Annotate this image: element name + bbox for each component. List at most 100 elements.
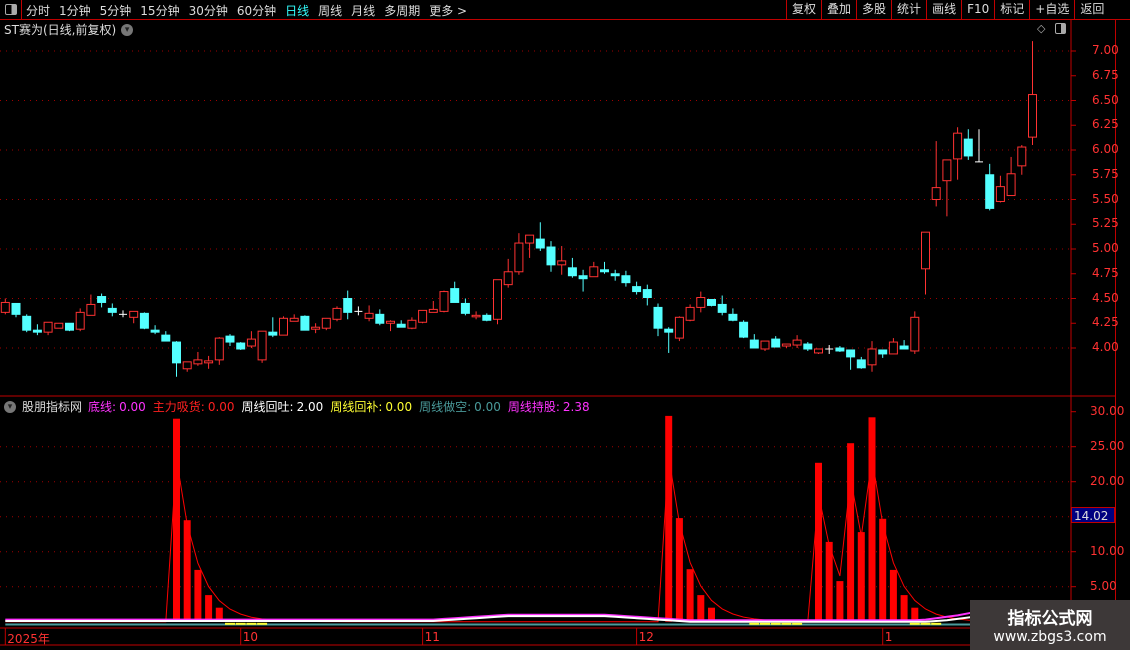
- indicator-label: 周线回补:: [330, 400, 383, 414]
- candle-body: [995, 186, 1005, 202]
- candle-body: [685, 306, 695, 321]
- candle-body: [760, 340, 770, 350]
- candle-body: [899, 345, 909, 350]
- candle-body: [535, 238, 545, 249]
- candle-body: [717, 303, 727, 313]
- chevron-down-icon[interactable]: ▾: [121, 23, 134, 36]
- candle-body: [1017, 146, 1027, 167]
- candle-body: [482, 314, 492, 321]
- indicator-name[interactable]: 股朋指标网: [22, 400, 83, 414]
- candle-body: [204, 360, 214, 364]
- tab-period[interactable]: 30分钟: [188, 4, 228, 18]
- x-tick-label: 2025年: [7, 632, 50, 646]
- multi-stock-button[interactable]: 多股: [856, 0, 891, 19]
- candle-body: [289, 317, 299, 322]
- candle-body: [910, 316, 920, 352]
- candle-body: [279, 317, 288, 336]
- candle-body: [567, 267, 577, 277]
- panel-icon[interactable]: [1055, 23, 1066, 34]
- period-tabs: 分时 1分钟 5分钟 15分钟 30分钟 60分钟 日线 周线 月线 多周期 更…: [26, 2, 467, 19]
- candle-body: [632, 286, 642, 293]
- indicator-value: 0.00: [119, 400, 146, 414]
- panel-icon: [4, 4, 17, 15]
- tab-period[interactable]: 周线: [318, 4, 343, 18]
- right-toolbar: 复权 叠加 多股 统计 画线 F10 标记 +自选 返回: [786, 0, 1109, 19]
- candle-body: [225, 335, 235, 343]
- candle-body: [332, 307, 342, 320]
- tab-period-daily[interactable]: 日线: [285, 4, 310, 18]
- f10-button[interactable]: F10: [961, 0, 994, 19]
- overlay-button[interactable]: 叠加: [821, 0, 856, 19]
- adjust-button[interactable]: 复权: [786, 0, 821, 19]
- panel-toggle-button[interactable]: [0, 0, 22, 19]
- absorb-bar: [183, 520, 191, 622]
- back-button[interactable]: 返回: [1074, 0, 1109, 19]
- y-tick-label: 30.00: [1090, 403, 1125, 418]
- candle-body: [792, 339, 802, 346]
- stats-button[interactable]: 统计: [891, 0, 926, 19]
- candle-body: [546, 246, 556, 266]
- candle-body: [471, 314, 481, 318]
- draw-button[interactable]: 画线: [926, 0, 961, 19]
- candle-body: [246, 338, 256, 347]
- candle-body: [963, 138, 973, 157]
- indicator-label: 周线回吐:: [241, 400, 294, 414]
- indicator-legend-item: 周线回吐: 2.00: [242, 398, 324, 415]
- candle-body: [343, 298, 353, 313]
- watermark-url: www.zbgs3.com: [993, 629, 1107, 645]
- indicator-legend-item: 周线做空: 0.00: [419, 398, 501, 415]
- add-watchlist-button[interactable]: +自选: [1029, 0, 1074, 19]
- y-tick-label: 4.50: [1092, 290, 1119, 305]
- candle-body: [835, 347, 845, 352]
- candle-body: [32, 329, 42, 333]
- candle-body: [600, 269, 609, 273]
- absorb-line: [5, 457, 1033, 623]
- candle-body: [161, 334, 171, 342]
- indicator-legend-item: 周线持股: 2.38: [508, 398, 590, 415]
- x-tick-label: 11: [424, 630, 440, 644]
- tab-period[interactable]: 5分钟: [99, 4, 132, 18]
- tab-period[interactable]: 60分钟: [236, 4, 277, 18]
- diamond-icon[interactable]: ◇: [1037, 22, 1046, 35]
- candle-body: [172, 341, 181, 364]
- candle-body: [642, 289, 652, 299]
- candle-body: [749, 339, 759, 349]
- absorb-bar: [675, 518, 683, 622]
- tab-period[interactable]: 1分钟: [59, 4, 91, 18]
- x-tick-label: 12: [638, 630, 654, 644]
- absorb-bar: [173, 418, 180, 622]
- x-tick-label: 10: [242, 630, 258, 644]
- absorb-bar: [847, 443, 855, 622]
- candle-body: [97, 296, 107, 303]
- candle-body: [953, 132, 963, 160]
- candle-body: [856, 359, 866, 369]
- tab-period[interactable]: 15分钟: [140, 4, 180, 18]
- candle-body: [781, 343, 791, 347]
- chevron-down-icon[interactable]: ▾: [4, 400, 16, 413]
- more-button[interactable]: 更多 >: [429, 4, 468, 18]
- candle-body: [803, 343, 813, 350]
- candle-body: [439, 291, 449, 312]
- tab-period[interactable]: 分时: [26, 4, 51, 18]
- candle-body: [674, 316, 684, 339]
- y-tick-label: 7.00: [1092, 43, 1119, 57]
- indicator-line: [5, 604, 1033, 622]
- x-tick-label: 1: [884, 630, 893, 644]
- y-tick-label: 5.00: [1090, 578, 1117, 593]
- absorb-bar: [205, 595, 213, 622]
- tab-period[interactable]: 多周期: [384, 4, 421, 18]
- absorb-bar: [708, 607, 715, 622]
- indicator-legend-item: 底线: 0.00: [88, 398, 146, 415]
- candle-body: [107, 307, 117, 313]
- absorb-bar: [857, 532, 865, 622]
- mark-button[interactable]: 标记: [994, 0, 1029, 19]
- y-tick-label: 6.25: [1092, 117, 1119, 132]
- indicator-value: 0.00: [385, 400, 413, 414]
- candle-body: [739, 321, 749, 338]
- indicator-label: 主力吸货:: [152, 400, 205, 414]
- y-tick-label: 5.75: [1092, 166, 1119, 181]
- indicator-label: 周线持股:: [507, 400, 560, 414]
- tab-period[interactable]: 月线: [351, 4, 376, 18]
- candle-body: [300, 315, 310, 331]
